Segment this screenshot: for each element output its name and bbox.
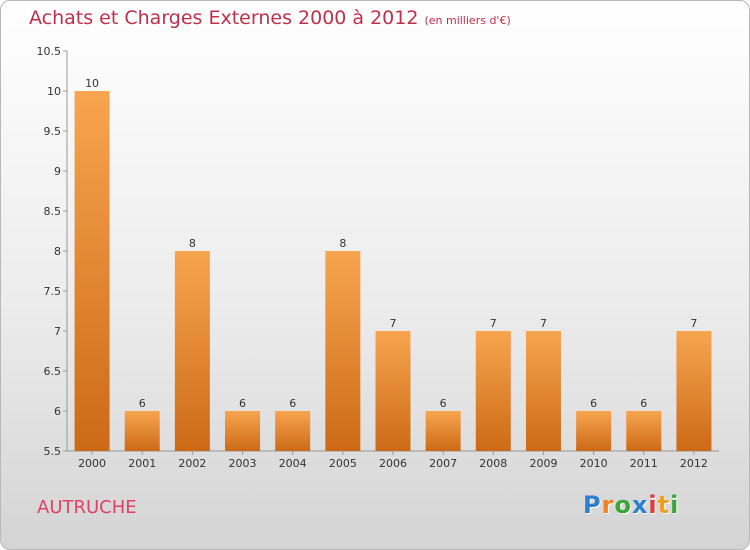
bar-2012: [676, 331, 712, 451]
bar-2004: [275, 411, 311, 451]
y-tick-label: 8.5: [44, 205, 62, 218]
x-tick-label: 2003: [229, 457, 257, 470]
y-tick-label: 8: [54, 245, 61, 258]
bar-2001: [124, 411, 160, 451]
x-tick-label: 2010: [580, 457, 608, 470]
x-tick-label: 2001: [128, 457, 156, 470]
y-tick-label: 5.5: [44, 445, 62, 458]
data-label-2007: 6: [440, 397, 447, 410]
data-label-2003: 6: [239, 397, 246, 410]
y-tick-label: 9.5: [44, 125, 62, 138]
bar-2005: [325, 251, 361, 451]
bar-2002: [174, 251, 210, 451]
y-tick-label: 7: [54, 325, 61, 338]
commune-name: AUTRUCHE: [37, 497, 137, 518]
x-tick-label: 2012: [680, 457, 708, 470]
y-tick-label: 9: [54, 165, 61, 178]
y-tick-label: 6.5: [44, 365, 62, 378]
data-label-2008: 7: [490, 317, 497, 330]
logo-letter: P: [583, 491, 602, 519]
logo-letter: r: [601, 491, 615, 519]
x-tick-label: 2008: [479, 457, 507, 470]
data-label-2006: 7: [390, 317, 397, 330]
y-axis: 5.5 6 6.5 7 7.5 8 8.5 9 9.5 10 10.5: [37, 45, 68, 458]
x-axis: 2000 2001 2002 2003 2004 2005 2006 2007 2008 2009…: [67, 450, 719, 470]
logo-letter: x: [631, 491, 649, 519]
x-tick-label: 2004: [279, 457, 307, 470]
x-tick-label: 2000: [78, 457, 106, 470]
y-tick-label: 7.5: [44, 285, 62, 298]
x-tick-label: 2011: [630, 457, 658, 470]
data-label-2004: 6: [289, 397, 296, 410]
bar-2010: [576, 411, 612, 451]
bar-2003: [225, 411, 261, 451]
x-tick-label: 2005: [329, 457, 357, 470]
bar-2007: [425, 411, 461, 451]
bar-2000: [74, 91, 110, 451]
x-tick-label: 2009: [529, 457, 557, 470]
logo-letter: i: [670, 491, 680, 519]
bar-series: 10 6 8 6 6 8 7 6 7 7 6 6 7: [74, 77, 712, 451]
data-label-2009: 7: [540, 317, 547, 330]
proxiti-logo: Proxiti: [583, 491, 679, 519]
data-label-2002: 8: [189, 237, 196, 250]
y-tick-label: 10: [47, 85, 61, 98]
bar-2008: [475, 331, 511, 451]
logo-letter: o: [614, 491, 632, 519]
chart-title-text: Achats et Charges Externes 2000 à 2012: [29, 7, 419, 29]
y-tick-label: 10.5: [37, 45, 62, 58]
data-label-2000: 10: [85, 77, 99, 90]
bar-2009: [525, 331, 561, 451]
data-label-2011: 6: [640, 397, 647, 410]
x-tick-label: 2007: [429, 457, 457, 470]
data-label-2010: 6: [590, 397, 597, 410]
data-label-2005: 8: [339, 237, 346, 250]
logo-letter: t: [657, 491, 671, 519]
bar-2006: [375, 331, 411, 451]
bar-2011: [626, 411, 662, 451]
data-label-2012: 7: [690, 317, 697, 330]
y-tick-label: 6: [54, 405, 61, 418]
x-tick-label: 2002: [178, 457, 206, 470]
chart-unit-note: (en milliers d'€): [424, 14, 511, 27]
logo-letter: i: [648, 491, 658, 519]
data-label-2001: 6: [139, 397, 146, 410]
x-tick-label: 2006: [379, 457, 407, 470]
chart-title: Achats et Charges Externes 2000 à 2012 (e…: [29, 7, 511, 29]
